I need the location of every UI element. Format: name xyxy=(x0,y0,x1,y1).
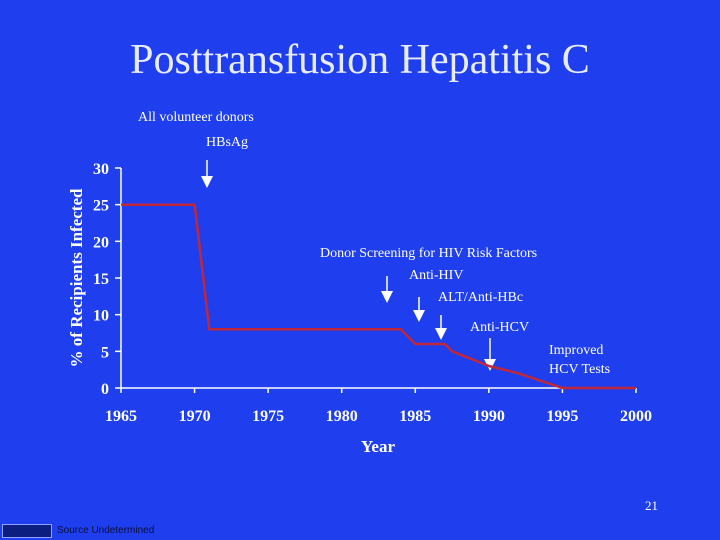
y-tick-label: 0 xyxy=(101,381,109,398)
annotation-all-volunteer-donors: All volunteer donors xyxy=(138,110,254,125)
x-tick-label: 1975 xyxy=(252,408,284,425)
page-number: 21 xyxy=(645,498,658,513)
annotation-alt-anti-hbc: ALT/Anti-HBc xyxy=(438,290,524,305)
annotation-donor-screening-hiv: Donor Screening for HIV Risk Factors xyxy=(320,246,538,261)
x-tick-label: 1965 xyxy=(105,408,137,425)
x-axis-label: Year xyxy=(361,437,395,456)
source-note: Source Undetermined xyxy=(57,525,155,536)
x-tick-label: 1970 xyxy=(179,408,211,425)
y-tick-label: 10 xyxy=(93,308,109,325)
slide-title: Posttransfusion Hepatitis C xyxy=(130,37,590,83)
annotation-anti-hiv: Anti-HIV xyxy=(409,268,464,283)
institution-logo xyxy=(2,524,52,538)
y-tick-label: 15 xyxy=(93,271,109,288)
y-tick-label: 5 xyxy=(101,344,109,361)
annotation-hcv-tests: HCV Tests xyxy=(549,362,611,377)
x-tick-label: 2000 xyxy=(620,408,652,425)
x-tick-label: 1985 xyxy=(399,408,431,425)
annotation-hbsag: HBsAg xyxy=(206,135,249,150)
series-line xyxy=(121,203,636,390)
x-tick-label: 1980 xyxy=(326,408,358,425)
footer: Source Undetermined xyxy=(0,522,720,540)
y-tick-label: 25 xyxy=(93,198,109,215)
x-tick-label: 1990 xyxy=(473,408,505,425)
annotation-anti-hcv: Anti-HCV xyxy=(470,320,530,335)
annotation-improved: Improved xyxy=(549,343,604,358)
x-tick-label: 1995 xyxy=(546,408,578,425)
y-tick-label: 30 xyxy=(93,161,109,178)
y-axis-label: % of Recipients Infected xyxy=(67,188,86,367)
y-tick-label: 20 xyxy=(93,234,109,251)
